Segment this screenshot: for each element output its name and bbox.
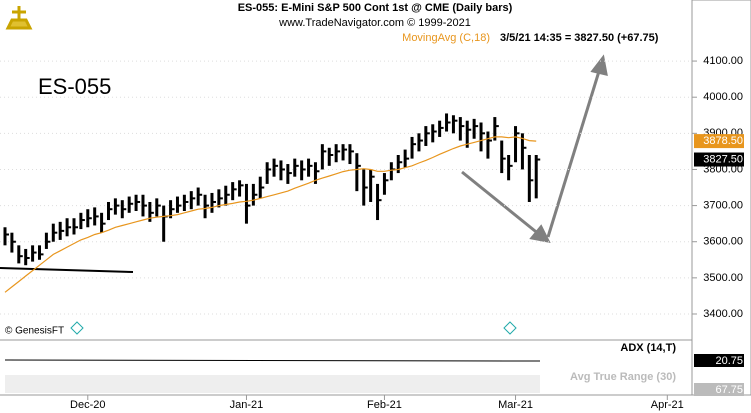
indicator-tag: [694, 383, 744, 396]
indicator-name: Avg True Range (30): [570, 371, 676, 383]
annotation-arrows: [461, 54, 608, 244]
y-tick-label: 3500.00: [703, 272, 743, 284]
symbol: ES-055: [38, 74, 111, 99]
x-tick-label: Dec-20: [70, 399, 105, 411]
atr-area: [5, 375, 540, 393]
x-tick-label: Feb-21: [367, 399, 402, 411]
price-tag: [694, 134, 744, 149]
moving-average: [4, 136, 537, 293]
price-tag-label: 3827.50: [703, 153, 743, 165]
price-tag-label: 3878.50: [703, 135, 743, 147]
logo: [5, 6, 33, 30]
y-tick-label: 4100.00: [703, 55, 743, 67]
title: ES-055: E-Mini S&P 500 Cont 1st @ CME (D…: [238, 2, 513, 14]
y-tick-label: 3700.00: [703, 199, 743, 211]
status: 3/5/21 14:35 = 3827.50 (+67.75): [500, 32, 659, 44]
trendline: [0, 267, 134, 273]
y-tick-label: 3400.00: [703, 308, 743, 320]
indicator-name: ADX (14,T): [620, 342, 676, 354]
x-tick-label: Mar-21: [498, 399, 533, 411]
price-axis: [691, 0, 751, 396]
x-tick-label: Apr-21: [651, 399, 684, 411]
copyright: © GenesisFT: [5, 326, 64, 337]
subtitle: www.TradeNavigator.com © 1999-2021: [278, 17, 471, 29]
y-tick-label: 3600.00: [703, 236, 743, 248]
indicator-tag: [694, 354, 744, 367]
price-tag: [694, 152, 744, 167]
adx-line: [4, 359, 541, 362]
x-tick-label: Jan-21: [230, 399, 264, 411]
y-tick-label: 4000.00: [703, 91, 743, 103]
legend-ma: MovingAvg (C,18): [402, 32, 490, 44]
r-icons: [70, 321, 517, 335]
indicator-value: 67.75: [715, 384, 743, 396]
indicator-value: 20.75: [715, 355, 743, 367]
